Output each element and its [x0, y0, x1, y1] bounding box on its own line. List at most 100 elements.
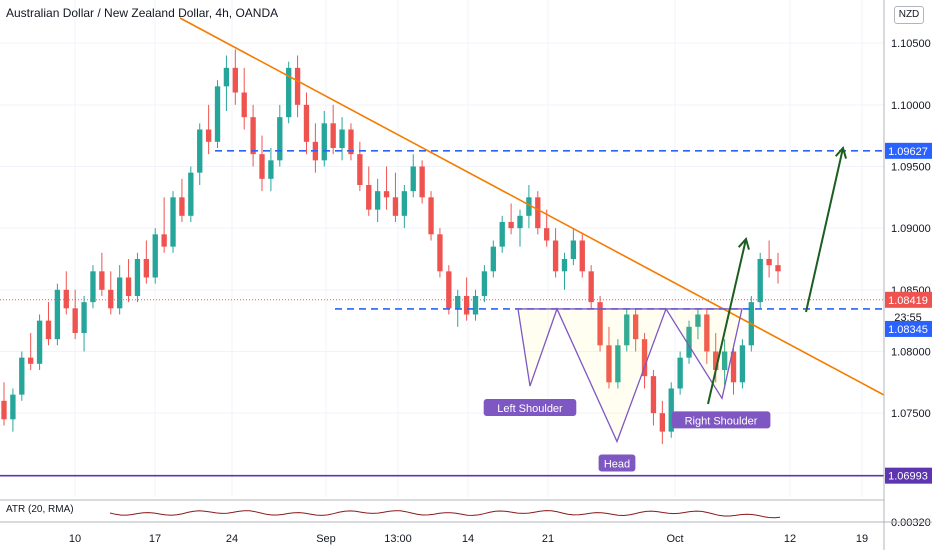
- candle-body: [277, 117, 283, 161]
- candle-body: [197, 129, 203, 173]
- time-tick-label: 17: [149, 533, 161, 545]
- support-price-badge-bg: [885, 467, 932, 484]
- price-tick-label: 1.10000: [891, 100, 931, 112]
- time-tick-label: 19: [856, 533, 868, 545]
- candle-body: [294, 67, 301, 105]
- candle-body: [544, 228, 550, 241]
- candle-body: [286, 67, 292, 118]
- candle-body: [659, 413, 666, 432]
- candle-body: [357, 154, 363, 185]
- candle-body: [650, 376, 657, 414]
- candle-body: [36, 320, 43, 364]
- currency-button[interactable]: NZD: [894, 6, 924, 24]
- candle-body: [28, 357, 34, 364]
- candle-body: [757, 258, 763, 303]
- atr-name: ATR (20, RMA): [6, 504, 74, 515]
- candle-body: [72, 308, 78, 333]
- candle-body: [615, 345, 621, 383]
- pattern-label: Head: [598, 454, 636, 472]
- candle-body: [535, 197, 541, 229]
- candle-body: [90, 271, 96, 303]
- breakout-arrow-shaft: [707, 238, 747, 405]
- neckline-price-badge-bg: [885, 320, 932, 337]
- candle-body: [632, 314, 639, 340]
- target-arrow-head: [834, 145, 847, 159]
- candle-body: [268, 160, 274, 179]
- atr-label: ATR (20, RMA): [6, 504, 74, 515]
- candle-body: [526, 197, 532, 216]
- candle-body: [775, 265, 781, 272]
- candle-body: [668, 388, 674, 432]
- time-tick-label: 24: [226, 533, 238, 545]
- candle-body: [63, 289, 69, 309]
- candle-body: [624, 314, 630, 346]
- candle-body: [606, 345, 612, 383]
- support-price-badge: 1.06993: [885, 467, 932, 484]
- candle-body: [321, 123, 327, 161]
- pattern-label-text: Head: [604, 459, 630, 471]
- target-arrow-shaft: [805, 147, 844, 313]
- neckline-price-badge-text: 1.08345: [888, 324, 928, 336]
- price-tick-label: 1.10500: [891, 38, 931, 50]
- candle-body: [99, 271, 105, 290]
- candle-body: [374, 191, 381, 210]
- candle-body: [552, 240, 559, 272]
- candle-body: [419, 166, 425, 198]
- breakout-arrow-head: [737, 236, 750, 250]
- candle-body: [19, 357, 25, 395]
- time-tick-label: Sep: [316, 533, 336, 545]
- time-tick-label: 14: [462, 533, 474, 545]
- candle-body: [597, 302, 603, 346]
- candle-body: [766, 258, 772, 266]
- candle-body: [1, 400, 7, 420]
- candle-body: [721, 351, 728, 370]
- candle-body: [713, 351, 719, 370]
- candle-body: [170, 197, 176, 247]
- price-tick-label: 1.09500: [891, 161, 931, 173]
- candle-body: [125, 277, 132, 296]
- candle-body: [677, 357, 683, 389]
- drawings: Left Shoulder Head Right Shoulder: [0, 17, 885, 477]
- atr-value-label: 0.00320: [891, 517, 931, 529]
- candle-body: [490, 246, 496, 272]
- time-tick-label: Oct: [666, 533, 683, 545]
- price-tick-label: 1.09000: [891, 223, 931, 235]
- target-price-badge-text: 1.09627: [888, 146, 928, 158]
- candle-body: [179, 197, 185, 216]
- pattern-label-bg: [483, 399, 577, 417]
- candle-body: [499, 221, 505, 247]
- price-tick-label: 1.08000: [891, 346, 931, 358]
- countdown-badge: 23:55: [885, 308, 932, 325]
- candle-body: [81, 302, 87, 333]
- candle-body: [695, 314, 701, 327]
- target-price-badge: 1.09627: [885, 142, 932, 159]
- time-tick-label: 13:00: [384, 533, 412, 545]
- candle-body: [161, 234, 167, 247]
- candle-body: [10, 394, 16, 420]
- candle-body: [686, 326, 692, 358]
- pattern-label-bg: [671, 411, 771, 429]
- candle-body: [704, 314, 710, 352]
- candle-body: [54, 289, 61, 340]
- countdown-badge-text: 23:55: [894, 312, 922, 324]
- trend-line: [179, 17, 885, 396]
- atr-line: [109, 510, 781, 519]
- candle-body: [366, 184, 372, 210]
- time-tick-label: 10: [69, 533, 81, 545]
- candle-body: [437, 234, 443, 272]
- candle-body: [330, 123, 336, 148]
- target-price-badge-bg: [885, 142, 932, 159]
- candle-body: [205, 129, 212, 142]
- candle-body: [339, 129, 345, 148]
- candles: [1, 49, 781, 444]
- pattern-label-text: Right Shoulder: [685, 415, 758, 427]
- pattern-label-text: Left Shoulder: [497, 403, 563, 415]
- candle-body: [508, 221, 514, 229]
- support-price-badge-text: 1.06993: [888, 471, 928, 483]
- last-price-badge-text: 1.08419: [888, 295, 928, 307]
- candle-body: [401, 191, 408, 216]
- candle-body: [730, 351, 737, 383]
- last-price-badge-bg: [885, 291, 932, 308]
